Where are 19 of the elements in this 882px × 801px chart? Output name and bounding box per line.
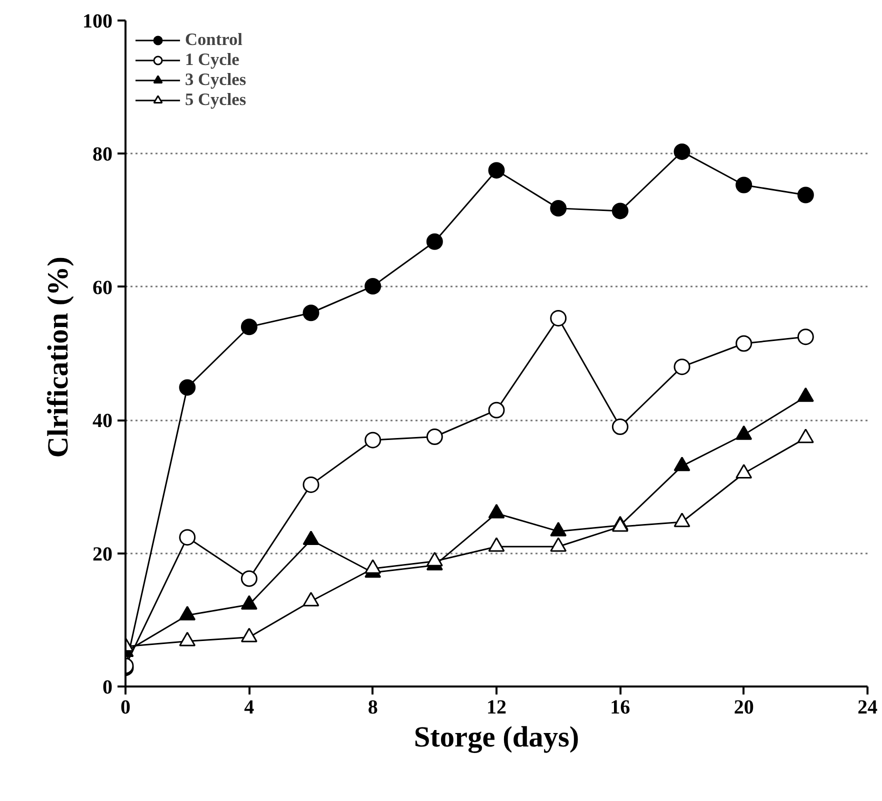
y-tick-label: 100 [82,10,112,32]
x-tick-label: 4 [244,696,254,718]
x-tick-label: 8 [368,696,378,718]
x-tick-label: 16 [610,696,630,718]
x-tick-label: 12 [486,696,506,718]
y-tick-label: 80 [92,144,112,166]
legend-label: Control [185,30,242,50]
x-tick-label: 20 [734,696,754,718]
legend-label: 5 Cycles [185,90,246,110]
y-tick-label: 60 [92,276,112,299]
y-tick-label: 20 [92,543,112,566]
y-tick-label: 0 [102,676,112,698]
y-axis-title: Clrification (%) [42,256,74,458]
x-axis-title: Storge (days) [414,722,580,754]
y-tick-label: 40 [92,410,112,432]
x-tick-label: 0 [120,696,130,718]
legend-label: 3 Cycles [185,70,246,90]
legend-label: 1 Cycle [185,50,240,70]
x-tick-label: 24 [858,696,878,718]
